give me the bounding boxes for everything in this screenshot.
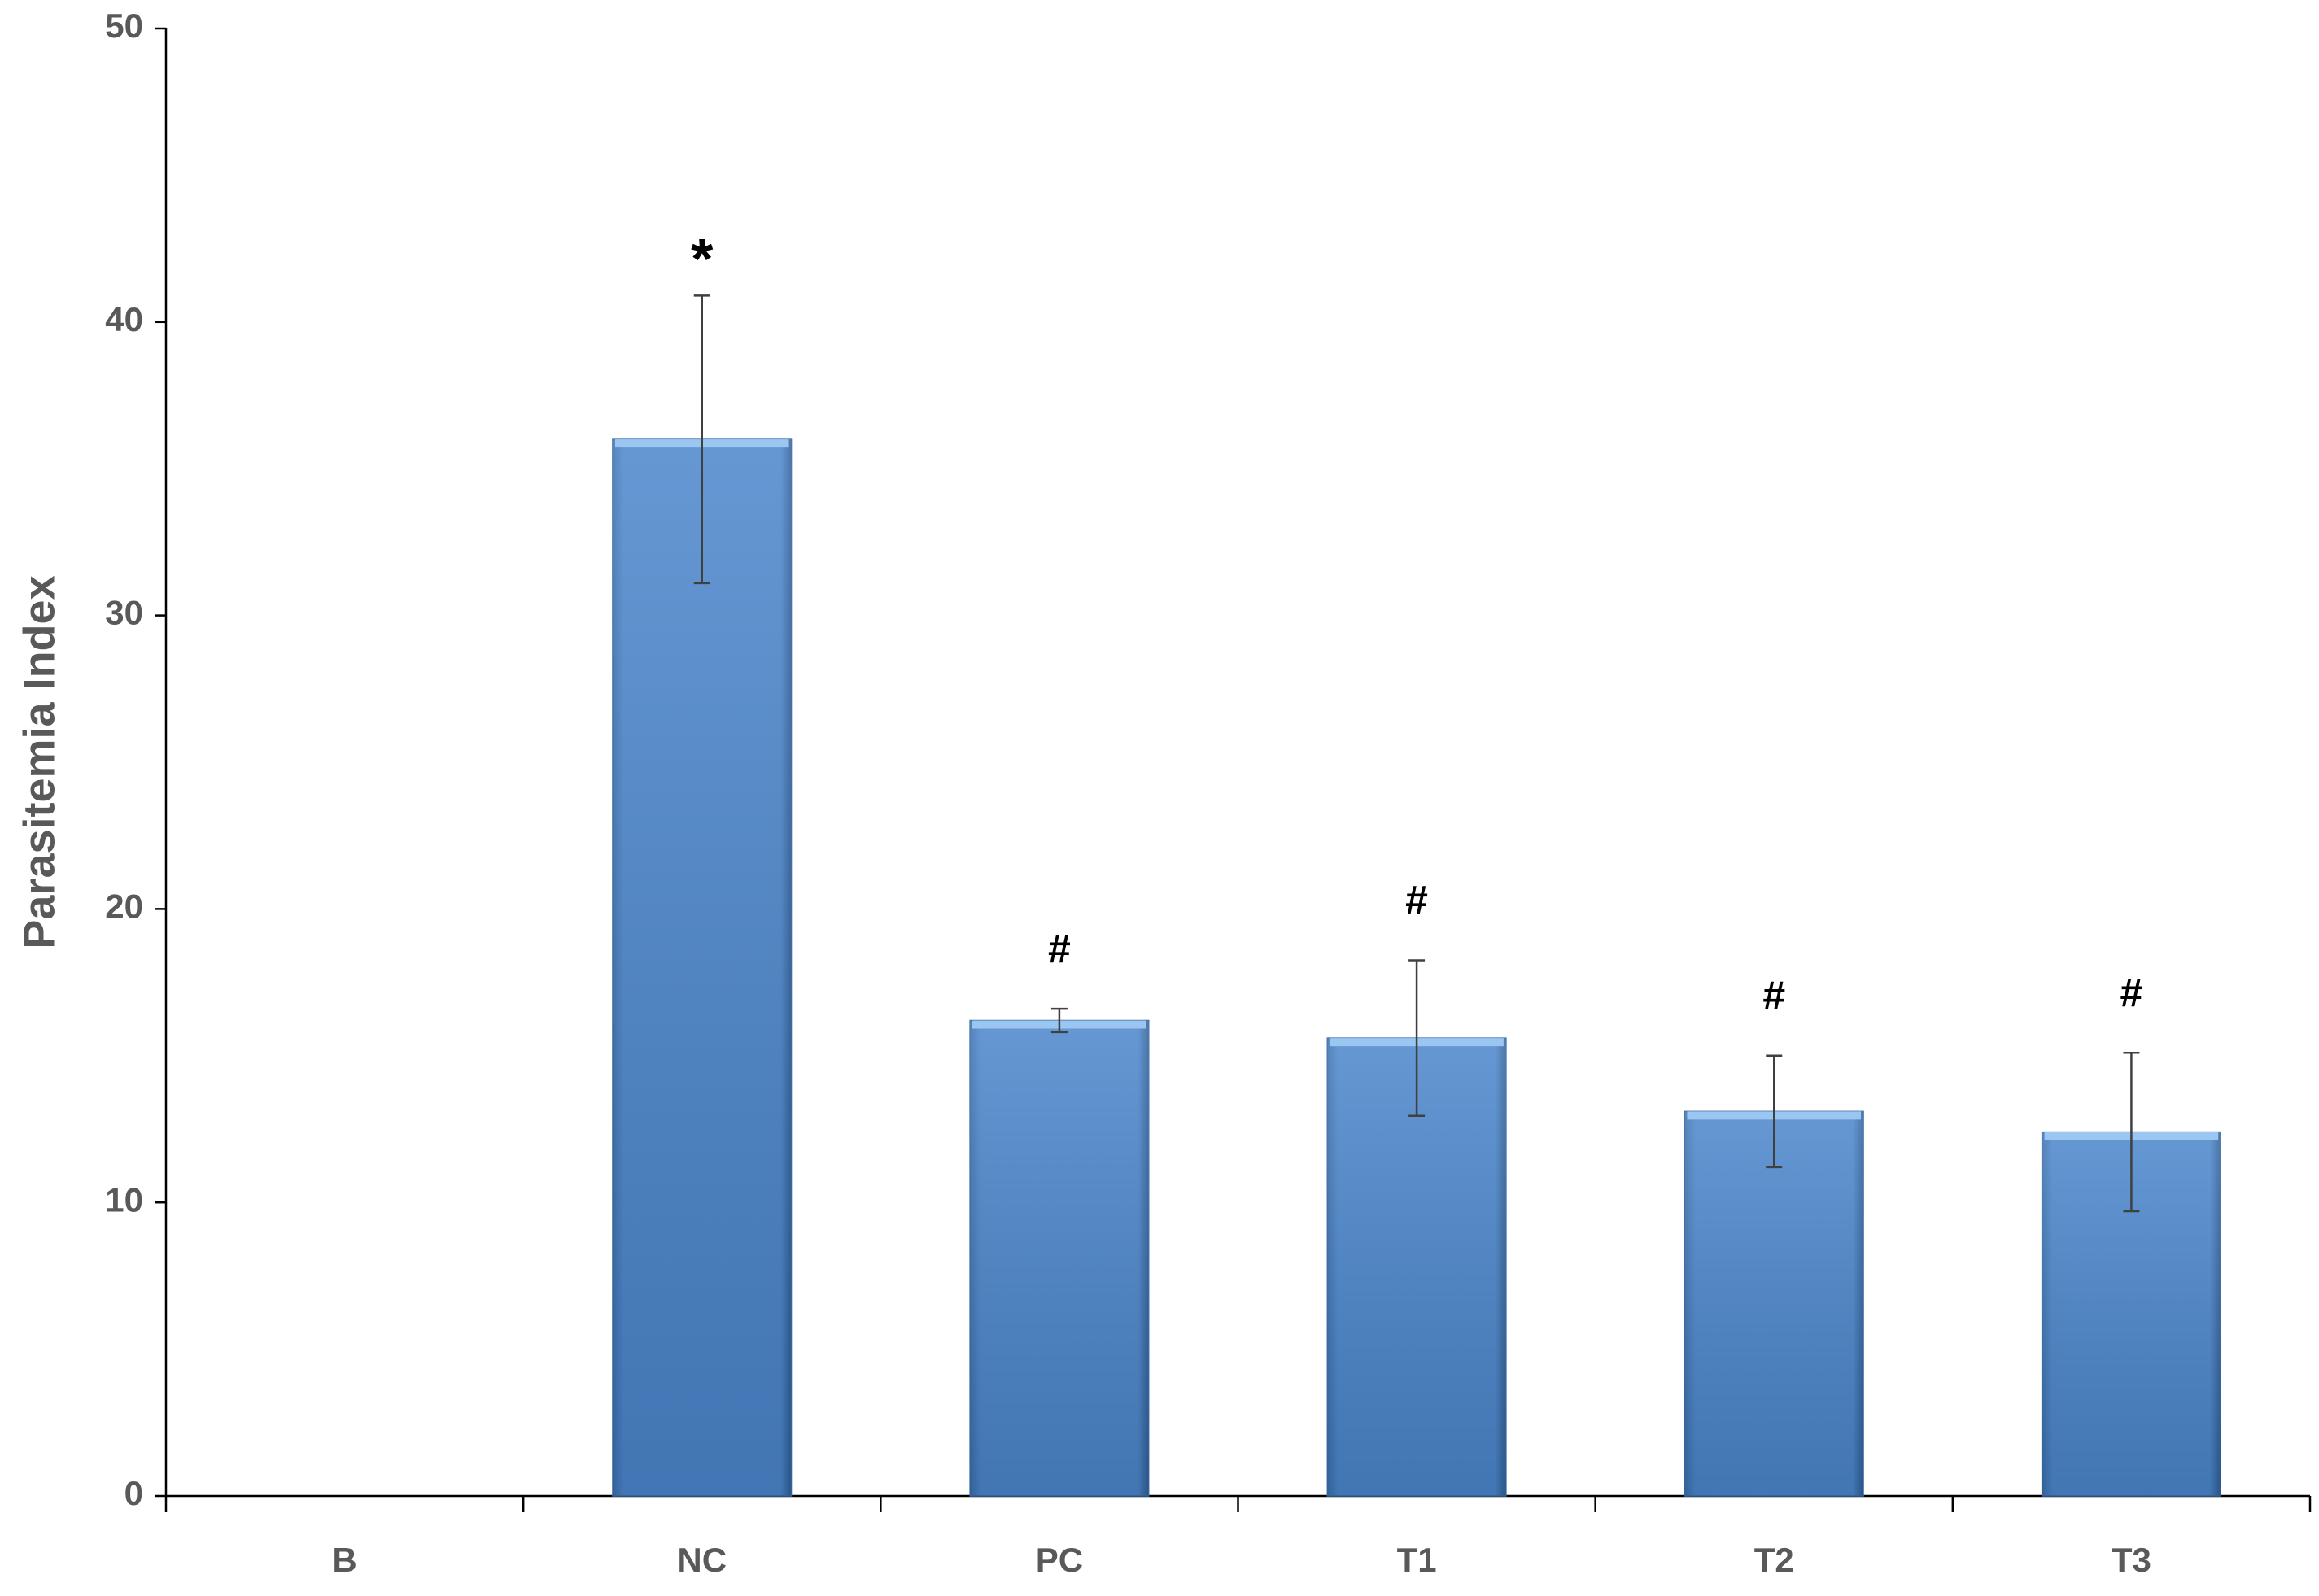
y-tick-label: 20 bbox=[105, 887, 143, 925]
y-tick-label: 50 bbox=[105, 7, 143, 45]
y-tick-label: 40 bbox=[105, 300, 143, 338]
x-tick-label: T3 bbox=[2112, 1541, 2151, 1579]
annotation: * bbox=[691, 227, 714, 290]
y-tick-label: 10 bbox=[105, 1180, 143, 1219]
x-tick-label: NC bbox=[677, 1541, 727, 1579]
x-tick-label: T2 bbox=[1754, 1541, 1794, 1579]
annotation: # bbox=[1405, 878, 1428, 923]
annotation: # bbox=[1762, 973, 1785, 1018]
x-tick-label: T1 bbox=[1397, 1541, 1437, 1579]
y-tick-label: 0 bbox=[124, 1474, 143, 1512]
bar-shade bbox=[612, 439, 792, 1496]
annotation: # bbox=[1048, 926, 1071, 971]
bar-shade bbox=[970, 1020, 1149, 1496]
x-tick-label: PC bbox=[1036, 1541, 1083, 1579]
y-axis-title: Parasitemia Index bbox=[15, 575, 63, 948]
y-tick-label: 30 bbox=[105, 594, 143, 632]
x-tick-label: B bbox=[332, 1541, 356, 1579]
annotation: # bbox=[2120, 970, 2143, 1015]
bar-shade bbox=[1684, 1111, 1864, 1496]
